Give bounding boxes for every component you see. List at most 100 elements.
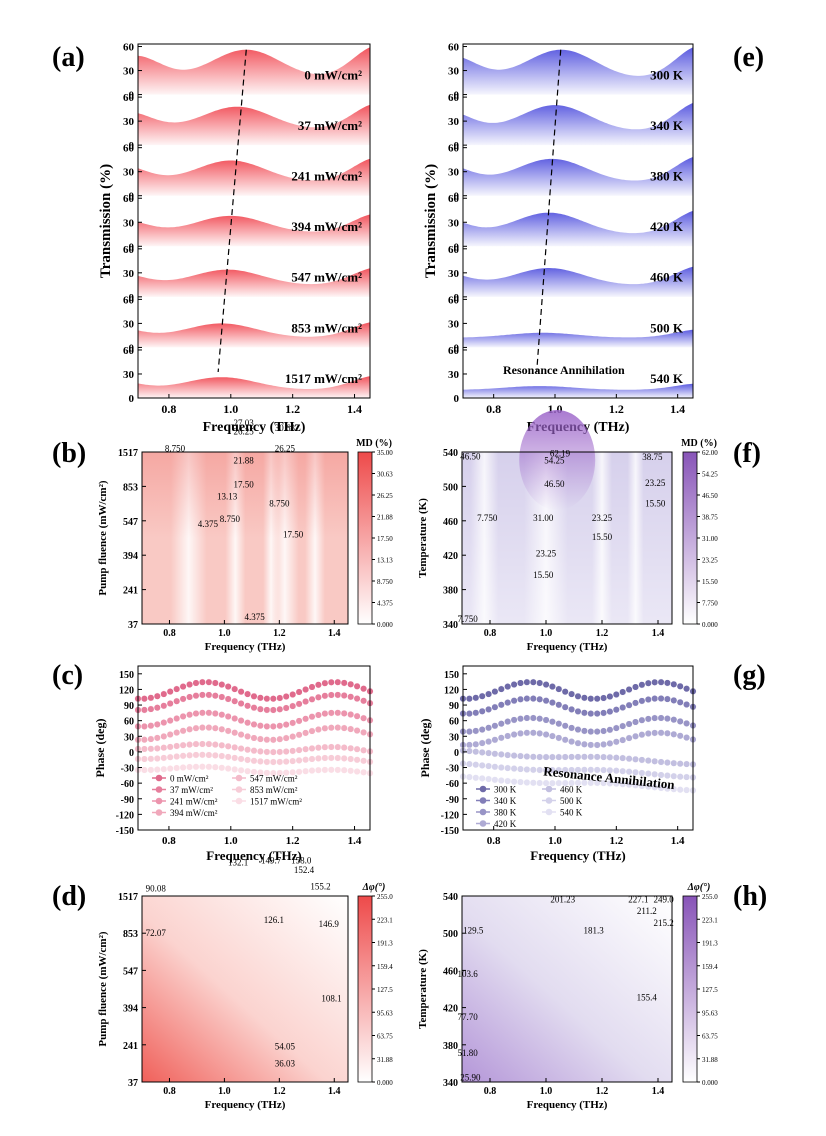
phase-point <box>529 714 537 722</box>
phase-point <box>529 766 537 774</box>
series-label-e-5: 500 K <box>650 320 684 335</box>
legend-text: 241 mW/cm² <box>170 797 218 807</box>
legend-marker <box>155 797 163 805</box>
annotation-e: Resonance Annihilation <box>503 363 625 377</box>
y-axis-label-d: Pump fluence (mW/cm²) <box>97 931 109 1046</box>
phase-point <box>192 679 200 687</box>
phase-point <box>340 724 348 732</box>
phase-point <box>619 736 627 744</box>
phase-point <box>510 716 518 724</box>
phase-point <box>250 747 258 755</box>
panel-label-g: (g) <box>733 660 766 691</box>
y-tick-label: 0 <box>454 342 460 354</box>
y-tick-label: 540 <box>443 448 458 459</box>
y-tick-label: 500 <box>443 482 458 493</box>
colorbar-f <box>682 451 698 625</box>
phase-point <box>568 690 576 698</box>
phase-point <box>580 753 588 761</box>
panel-label-a: (a) <box>52 42 85 73</box>
phase-series-c-2 <box>134 709 374 730</box>
phase-point <box>663 695 671 703</box>
phase-point <box>211 763 219 771</box>
legend-marker <box>155 809 163 816</box>
legend-text: 0 mW/cm² <box>170 774 209 784</box>
y-tick-label: 0 <box>454 191 460 203</box>
phase-point <box>282 692 290 701</box>
legend-entry-c-6: 1517 mW/cm² <box>232 797 302 807</box>
phase-point <box>536 779 544 787</box>
panel-label-c: (c) <box>52 660 83 691</box>
phase-point <box>205 751 213 759</box>
phase-point <box>263 758 271 766</box>
phase-point <box>657 758 665 766</box>
phase-point <box>516 729 525 737</box>
contour-label: 77.70 <box>457 1012 478 1022</box>
contour-label: 132.1 <box>228 858 248 868</box>
contour-label: 27.03 <box>234 418 255 428</box>
phase-point <box>327 754 335 762</box>
phase-point <box>224 727 232 735</box>
phase-point <box>314 693 322 701</box>
phase-point <box>347 744 355 752</box>
phase-point <box>160 765 168 773</box>
contour-label: 215.2 <box>653 918 673 928</box>
contour-label: 155.4 <box>637 992 658 1002</box>
phase-point <box>478 692 486 700</box>
y-tick-label: 0 <box>454 90 460 102</box>
x-tick-label: 1.0 <box>223 402 238 416</box>
y-tick-label: 853 <box>123 929 138 940</box>
phase-point <box>282 747 290 756</box>
phase-point <box>606 726 614 734</box>
legend-entry-g-0: 300 K <box>476 785 517 795</box>
panel-label-h: (h) <box>733 881 767 912</box>
phase-point <box>631 718 640 726</box>
phase-point <box>568 724 576 732</box>
contour-label: 8.750 <box>165 444 186 454</box>
legend-text: 460 K <box>560 785 583 795</box>
y-tick-label: 30 <box>123 167 135 179</box>
phase-point <box>574 707 582 715</box>
y-tick-label: 460 <box>443 517 458 528</box>
y-tick-label: -60 <box>121 779 134 790</box>
phase-point <box>683 734 691 742</box>
phase-point <box>302 715 310 723</box>
y-tick-label: 60 <box>448 244 460 256</box>
phase-point <box>314 744 322 752</box>
phase-point <box>224 683 232 691</box>
colorbar-tick-label: 21.88 <box>377 514 393 522</box>
phase-point <box>140 766 148 774</box>
phase-point <box>205 709 213 717</box>
phase-point <box>263 706 271 714</box>
legend-text: 853 mW/cm² <box>250 785 298 795</box>
x-tick-label: 0.8 <box>487 835 501 847</box>
phase-point <box>347 767 355 775</box>
phase-point <box>276 694 284 702</box>
phase-point <box>491 736 499 744</box>
phase-point <box>192 751 200 759</box>
y-tick-label: 0 <box>129 342 135 354</box>
phase-point <box>231 714 239 723</box>
phase-point <box>186 751 194 759</box>
phase-point <box>237 745 245 753</box>
y-tick-label: 60 <box>448 294 460 306</box>
phase-point <box>160 719 168 727</box>
legend-text: 420 K <box>494 819 517 829</box>
y-tick-label: 30 <box>123 217 135 229</box>
band-ticks-a-5: 0 30 60 <box>123 294 142 354</box>
y-tick-label: 30 <box>123 318 135 330</box>
phase-point <box>205 678 213 686</box>
phase-point <box>683 773 691 781</box>
colorbar-title-b: MD (%) <box>356 438 392 449</box>
phase-point <box>321 743 329 751</box>
phase-point <box>321 692 329 700</box>
phase-point <box>218 764 226 772</box>
phase-point <box>360 728 368 736</box>
phase-point <box>231 685 239 693</box>
phase-point <box>308 695 316 703</box>
y-tick-label: 60 <box>123 294 135 306</box>
band-ticks-e-5: 0 30 60 <box>448 294 467 354</box>
x-tick-label: 1.4 <box>328 1086 341 1097</box>
phase-point <box>542 716 550 724</box>
phase-point <box>166 717 174 725</box>
phase-point <box>263 736 271 744</box>
